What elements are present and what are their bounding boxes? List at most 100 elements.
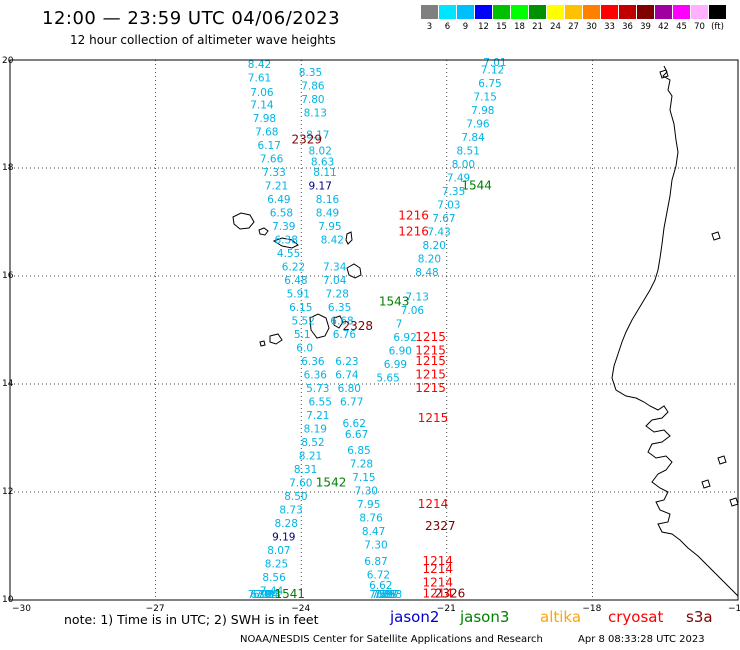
x-tick-label: −21 bbox=[437, 604, 456, 614]
legend-swatch bbox=[691, 5, 708, 19]
wave-height-label: 5.73 bbox=[306, 383, 329, 395]
legend-swatch bbox=[493, 5, 510, 19]
x-tick-label: −15 bbox=[728, 604, 740, 614]
wave-height-label: 6.48 bbox=[284, 275, 307, 287]
wave-height-label: 6.15 bbox=[289, 302, 312, 314]
satellite-jason2: jason2 bbox=[390, 608, 440, 626]
x-tick-label: −18 bbox=[582, 604, 601, 614]
wave-height-label: 7.04 bbox=[323, 275, 347, 287]
legend-label: 30 bbox=[586, 22, 597, 32]
wave-height-label: 7.21 bbox=[306, 410, 329, 422]
map-title: 12:00 — 23:59 UTC 04/06/2023 bbox=[42, 8, 341, 29]
pass-number-label: 1215 bbox=[415, 330, 446, 344]
pass-number-label: 1214 bbox=[418, 497, 449, 511]
map-grid: −30 −27 −24 −21 −18 −15 20 18 16 14 12 10 bbox=[2, 56, 740, 614]
wave-height-label: 6.72 bbox=[367, 569, 390, 581]
cape-verde-sao-nicolau bbox=[272, 237, 299, 249]
wave-height-label: 6.87 bbox=[364, 556, 387, 568]
wave-height-label: 7.34 bbox=[323, 262, 347, 274]
wave-height-label: 7 bbox=[396, 318, 403, 330]
wave-height-label: 7.14 bbox=[250, 100, 274, 112]
cape-verde-boa-vista bbox=[346, 263, 362, 279]
wave-height-label: 6.62 bbox=[369, 580, 392, 592]
wave-height-label: 8.63 bbox=[311, 156, 334, 168]
wave-height-label: 6.76 bbox=[333, 329, 357, 341]
wave-height-label: 6.97 bbox=[376, 589, 399, 601]
legend-label: 6 bbox=[444, 22, 451, 32]
pass-number-label: 1215 bbox=[415, 354, 446, 368]
wave-height-label: 6.36 bbox=[301, 356, 325, 368]
legend-label: 21 bbox=[532, 22, 543, 32]
wave-height-label: 8.73 bbox=[279, 505, 302, 517]
wave-height-label: 6.80 bbox=[338, 383, 361, 395]
pass-number-label: 2326 bbox=[435, 586, 466, 600]
wave-height-label: 7.68 bbox=[255, 127, 278, 139]
wave-height-label: 7.39 bbox=[248, 589, 271, 601]
wave-height-label: 6.55 bbox=[309, 397, 332, 409]
wave-height-label: 7.98 bbox=[253, 113, 276, 125]
pass-number-label: 1541 bbox=[275, 587, 306, 601]
y-tick-label: 18 bbox=[2, 163, 14, 173]
wave-height-label: 6.38 bbox=[275, 235, 298, 247]
wave-height-label: 5.52 bbox=[292, 316, 315, 328]
wave-height-label: 6.36 bbox=[304, 370, 328, 382]
wave-labels: 8.427.617.067.147.987.686.177.667.337.21… bbox=[248, 57, 507, 601]
wave-height-label: 8.42 bbox=[248, 59, 271, 71]
wave-height-label: 7.03 bbox=[437, 200, 460, 212]
wave-height-label: 6.98 bbox=[250, 589, 273, 601]
legend-label: 9 bbox=[462, 22, 469, 32]
pass-number-label: 1215 bbox=[415, 368, 446, 382]
wave-height-label: 6.68 bbox=[330, 316, 353, 328]
wave-height-label: 8.51 bbox=[457, 146, 480, 158]
pass-number-label: 1215 bbox=[418, 411, 449, 425]
legend-label: 24 bbox=[550, 22, 561, 32]
wave-height-label: 7.39 bbox=[272, 221, 295, 233]
pass-number-label: 1216 bbox=[398, 208, 429, 222]
x-tick-label: −27 bbox=[146, 604, 165, 614]
wave-height-label: 7.60 bbox=[289, 478, 312, 490]
y-tick-label: 20 bbox=[2, 56, 14, 66]
wave-height-label: 7.12 bbox=[481, 65, 504, 77]
legend-swatch bbox=[565, 5, 582, 19]
wave-height-label: 7.15 bbox=[474, 92, 497, 104]
wave-height-label: 6.85 bbox=[347, 445, 370, 457]
x-tick-label: −24 bbox=[291, 604, 310, 614]
legend-swatch bbox=[583, 5, 600, 19]
legend-label: 45 bbox=[676, 22, 687, 32]
y-tick-label: 10 bbox=[2, 595, 14, 605]
wave-height-label: 6.99 bbox=[384, 359, 407, 371]
wave-height-label: 8.17 bbox=[306, 129, 329, 141]
wave-height-label: 8.02 bbox=[309, 146, 332, 158]
legend-swatch bbox=[439, 5, 456, 19]
wave-height-label: 7.86 bbox=[301, 81, 325, 93]
legend-label: 42 bbox=[658, 22, 669, 32]
pass-number-label: 1216 bbox=[398, 225, 429, 239]
wave-height-label: 8.21 bbox=[299, 451, 322, 463]
wave-height-label: 7.06 bbox=[401, 305, 425, 317]
footer-timestamp: Apr 8 08:33:28 UTC 2023 bbox=[578, 634, 705, 645]
wave-height-label: 8.13 bbox=[304, 108, 327, 120]
wave-height-label: 8.00 bbox=[452, 159, 475, 171]
legend-label: 27 bbox=[568, 22, 579, 32]
wave-height-label: 8.76 bbox=[359, 513, 383, 525]
island-3 bbox=[717, 455, 727, 465]
legend-label: (ft) bbox=[711, 22, 724, 32]
wave-height-label: 6.22 bbox=[282, 262, 305, 274]
legend-label: 33 bbox=[604, 22, 615, 32]
cape-verde-santiago bbox=[309, 313, 330, 339]
legend-swatch bbox=[619, 5, 636, 19]
wave-height-label: 7.28 bbox=[350, 459, 373, 471]
wave-height-label: 8.19 bbox=[304, 424, 327, 436]
wave-height-label: 8.35 bbox=[299, 67, 322, 79]
wave-height-label: 6.31 bbox=[253, 589, 276, 601]
wave-height-label: 6.62 bbox=[343, 418, 366, 430]
island-2 bbox=[711, 231, 721, 241]
wave-height-label: 7.61 bbox=[248, 73, 271, 85]
cape-verde-sao-vicente bbox=[258, 227, 269, 236]
wave-height-label: 6.77 bbox=[340, 397, 363, 409]
legend-swatch bbox=[511, 5, 528, 19]
wave-height-label: 7.13 bbox=[406, 291, 429, 303]
wave-height-label: 8.50 bbox=[284, 491, 307, 503]
wave-height-label: 8.49 bbox=[316, 208, 339, 220]
wave-height-label: 6.23 bbox=[335, 356, 358, 368]
